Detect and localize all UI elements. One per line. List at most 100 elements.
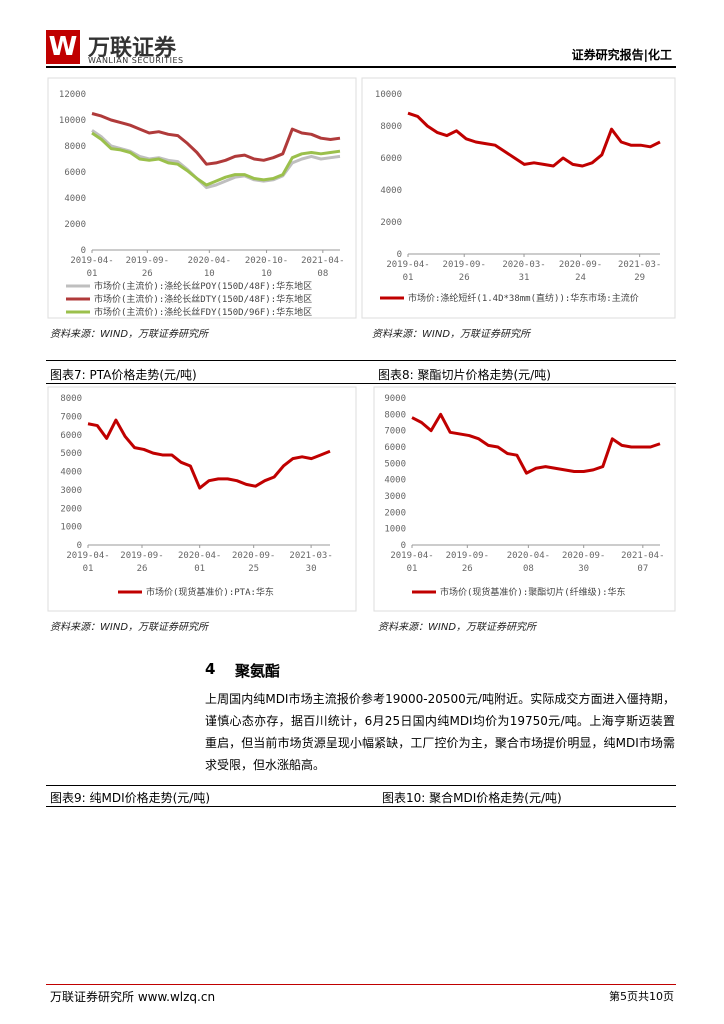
chart-frame [47,386,357,612]
y-tick-label: 4000 [384,476,406,486]
legend-label: 市场价:涤纶短纤(1.4D*38mm(直纺)):华东市场:主流价 [408,292,639,304]
x-tick-label: 2021-03- [289,551,332,561]
y-tick-label: 1000 [384,525,406,535]
x-tick-label: 31 [519,273,530,283]
y-tick-label: 0 [397,250,402,260]
y-tick-label: 8000 [60,394,82,404]
y-tick-label: 5000 [384,459,406,469]
x-tick-label: 26 [137,564,148,574]
source: 资料来源：WIND，万联证券研究所 [372,329,531,340]
x-tick-label: 2020-04- [507,551,550,561]
x-tick-label: 01 [87,269,98,279]
y-tick-label: 10000 [59,116,86,126]
line-series [91,112,341,166]
x-tick-label: 01 [83,564,94,574]
source: 资料来源：WIND，万联证券研究所 [50,329,209,340]
x-tick-label: 01 [194,564,205,574]
y-tick-label: 5000 [60,449,82,459]
y-tick-label: 9000 [384,394,406,404]
source: 资料来源：WIND，万联证券研究所 [378,622,537,633]
x-tick-label: 2021-03- [618,260,661,270]
y-tick-label: 2000 [380,218,402,228]
y-tick-label: 2000 [384,508,406,518]
source: 资料来源：WIND，万联证券研究所 [50,622,209,633]
x-tick-label: 2019-04- [66,551,109,561]
y-tick-label: 12000 [59,90,86,100]
logo: 万联证券 [88,36,177,61]
x-tick-label: 26 [142,269,153,279]
y-tick-label: 6000 [64,168,86,178]
legend-label: 市场价(主流价):涤纶长丝FDY(150D/96F):华东地区 [94,306,312,318]
x-tick-label: 2020-09- [559,260,602,270]
y-tick-label: 4000 [64,194,86,204]
x-tick-label: 2020-10- [245,256,288,266]
x-tick-label: 2021-04- [621,551,664,561]
logo-icon: W [46,30,80,64]
legend-label: 市场价(主流价):涤纶长丝DTY(150D/48F):华东地区 [94,293,312,305]
x-tick-label: 30 [306,564,317,574]
legend-label: 市场价(现货基准价):PTA:华东 [146,586,274,598]
chart-frame [47,77,357,319]
x-tick-label: 08 [317,269,328,279]
x-tick-label: 2019-09- [126,256,169,266]
line-series [411,412,661,475]
line-series [91,129,341,190]
line-series [87,418,331,490]
x-tick-label: 10 [204,269,215,279]
y-tick-label: 3000 [384,492,406,502]
x-tick-label: 01 [403,273,414,283]
caption: 图表7: PTA价格走势(元/吨) [50,368,197,382]
footer-right: 第5页共10页 [609,990,674,1003]
y-tick-label: 2000 [60,504,82,514]
line-series [407,111,661,168]
rule [46,785,676,786]
y-tick-label: 0 [77,541,82,551]
x-tick-label: 29 [634,273,645,283]
logo-en: WANLIAN SECURITIES [88,56,184,65]
y-tick-label: 6000 [60,431,82,441]
x-tick-label: 26 [459,273,470,283]
x-tick-label: 2020-04- [188,256,231,266]
x-tick-label: 26 [462,564,473,574]
x-tick-label: 10 [261,269,272,279]
y-tick-label: 3000 [60,486,82,496]
y-tick-label: 7000 [60,412,82,422]
chart-frame [373,386,676,612]
y-tick-label: 1000 [60,523,82,533]
paragraph: 上周国内纯MDI市场主流报价参考19000-20500元/吨附近。实际成交方面进… [205,692,675,772]
y-tick-label: 4000 [380,186,402,196]
x-tick-label: 30 [578,564,589,574]
header-rule [46,66,676,68]
x-tick-label: 07 [637,564,648,574]
x-tick-label: 25 [248,564,259,574]
x-tick-label: 2019-09- [120,551,163,561]
x-tick-label: 2019-04- [386,260,429,270]
legend-label: 市场价(现货基准价):聚酯切片(纤维级):华东 [440,586,626,598]
caption: 图表8: 聚酯切片价格走势(元/吨) [378,368,551,382]
y-tick-label: 6000 [380,154,402,164]
x-tick-label: 2019-04- [70,256,113,266]
y-tick-label: 10000 [375,90,402,100]
x-tick-label: 08 [523,564,534,574]
section-number: 4 [205,660,216,678]
x-tick-label: 2019-09- [446,551,489,561]
rule [46,806,676,807]
caption: 图表10: 聚合MDI价格走势(元/吨) [382,791,562,805]
x-tick-label: 01 [407,564,418,574]
x-tick-label: 2020-09- [232,551,275,561]
legend-label: 市场价(主流价):涤纶长丝POY(150D/48F):华东地区 [94,280,312,292]
section-title: 聚氨酯 [235,662,281,680]
y-tick-label: 4000 [60,468,82,478]
footer-rule [46,984,676,985]
y-tick-label: 8000 [64,142,86,152]
y-tick-label: 0 [81,246,86,256]
rule [46,360,676,361]
y-tick-label: 8000 [384,410,406,420]
x-tick-label: 2019-09- [443,260,486,270]
x-tick-label: 24 [575,273,586,283]
x-tick-label: 2020-04- [178,551,221,561]
y-tick-label: 8000 [380,122,402,132]
y-tick-label: 7000 [384,427,406,437]
